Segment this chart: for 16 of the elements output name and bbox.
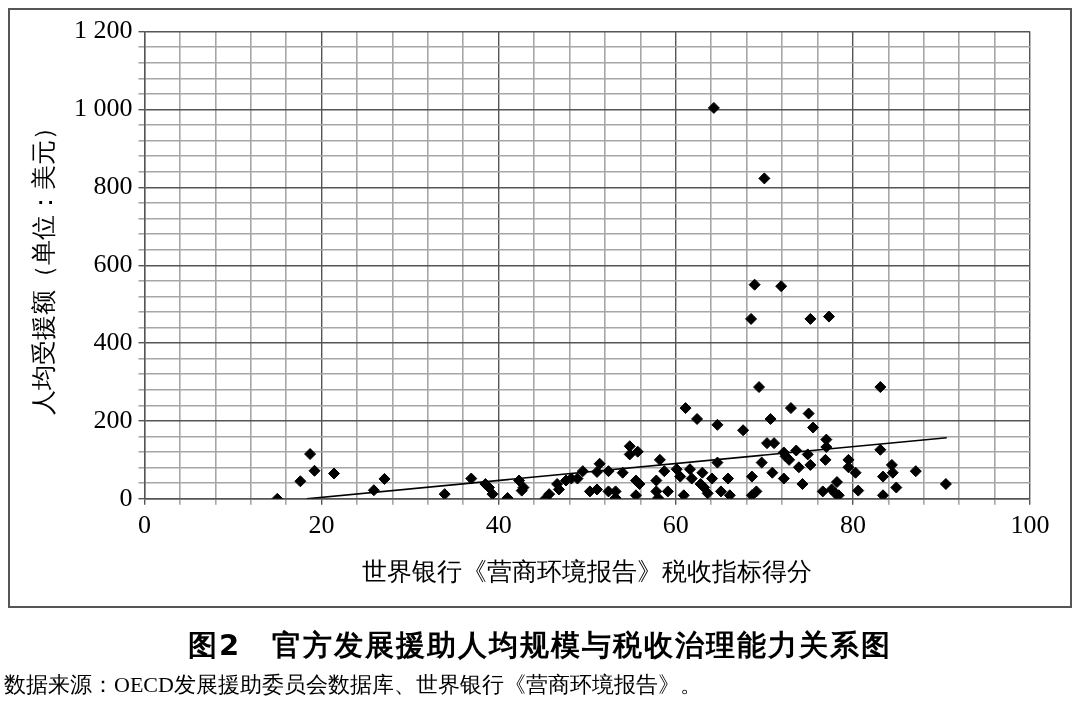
source-note: 数据来源：OECD发展援助委员会数据库、世界银行《营商环境报告》。 <box>4 671 703 699</box>
x-tick-label: 60 <box>662 510 689 540</box>
y-tick-label: 0 <box>119 482 133 512</box>
y-tick-label: 800 <box>93 171 133 201</box>
y-tick-label: 600 <box>93 249 133 279</box>
y-tick-label: 200 <box>93 404 133 434</box>
y-axis-title: 人均受援额（单位：美元） <box>28 115 58 416</box>
x-tick-label: 100 <box>1010 510 1050 540</box>
y-tick-label: 1 000 <box>74 93 133 123</box>
x-tick-label: 80 <box>839 510 866 540</box>
y-tick-label: 1 200 <box>74 15 133 45</box>
x-tick-label: 40 <box>485 510 512 540</box>
text: 图2 官方发展援助人均规模与税收治理能力关系图 <box>186 627 894 664</box>
x-tick-label: 20 <box>308 510 335 540</box>
y-tick-label: 400 <box>93 326 133 356</box>
x-axis-title: 世界银行《营商环境报告》税收指标得分 <box>362 556 813 586</box>
